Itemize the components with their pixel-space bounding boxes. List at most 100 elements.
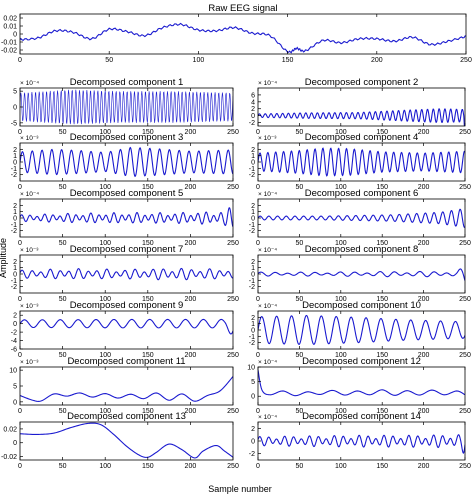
y-tick-label: 0 (13, 321, 17, 328)
y-tick-label: 0 (251, 113, 255, 120)
x-tick-label: 150 (376, 408, 388, 415)
y-tick-label: 0 (251, 272, 255, 279)
x-tick-label: 200 (185, 240, 197, 247)
y-tick-label: 0 (13, 160, 17, 167)
y-tick-label: -2 (249, 172, 255, 179)
chart-exponent-label: × 10⁻⁴ (258, 414, 277, 421)
x-tick-label: 50 (59, 408, 67, 415)
x-tick-label: 100 (335, 463, 347, 470)
x-tick-label: 0 (256, 463, 260, 470)
y-tick-label: 10 (9, 368, 17, 375)
y-tick-label: 0 (13, 105, 17, 112)
x-tick-label: 150 (376, 240, 388, 247)
x-tick-label: 50 (59, 129, 67, 136)
y-tick-label: 0 (13, 399, 17, 406)
x-tick-label: 250 (459, 463, 471, 470)
y-tick-label: -2 (11, 172, 17, 179)
x-tick-label: 0 (256, 129, 260, 136)
y-tick-label: 0 (251, 216, 255, 223)
y-tick-label: 1 (13, 265, 17, 272)
chart-title: Decomposed component 4 (305, 132, 419, 143)
y-tick-label: 0 (13, 216, 17, 223)
chart-c9: Decomposed component 9× 10⁻³20-2-4-60 50 1… (11, 300, 239, 359)
x-tick-label: 250 (459, 240, 471, 247)
y-tick-label: -6 (11, 347, 17, 354)
x-tick-label: 0 (18, 296, 22, 303)
x-tick-label: 0 (18, 408, 22, 415)
chart-title: Decomposed component 2 (305, 77, 419, 88)
chart-title: Raw EEG signal (208, 3, 277, 14)
y-tick-label: -1 (249, 278, 255, 285)
x-tick-label: 150 (142, 184, 154, 191)
chart-title: Decomposed component 10 (302, 300, 421, 311)
y-tick-label: -1 (11, 166, 17, 173)
x-tick-label: 100 (335, 296, 347, 303)
y-tick-label: 1 (13, 153, 17, 160)
x-tick-label: 0 (256, 408, 260, 415)
plot-frame (19, 254, 234, 294)
x-tick-label: 50 (296, 352, 304, 359)
y-tick-label: -2 (249, 451, 255, 458)
series-line (258, 369, 465, 397)
x-tick-label: 250 (227, 129, 239, 136)
x-tick-label: 50 (59, 463, 67, 470)
chart-c14: Decomposed component 14× 10⁻⁴20-20 50 100 1… (249, 411, 471, 470)
x-tick-label: 100 (335, 240, 347, 247)
y-tick-label: 2 (13, 203, 17, 210)
x-tick-label: 200 (185, 184, 197, 191)
x-tick-label: 100 (335, 408, 347, 415)
x-tick-label: 0 (18, 184, 22, 191)
y-tick-label: -1 (11, 278, 17, 285)
x-tick-label: 200 (185, 463, 197, 470)
y-tick-label: 0 (13, 32, 17, 39)
y-tick-label: 5 (251, 379, 255, 386)
x-tick-label: 150 (142, 408, 154, 415)
chart-title: Decomposed component 11 (67, 356, 185, 367)
x-tick-label: 250 (459, 352, 471, 359)
x-tick-label: 250 (227, 352, 239, 359)
series-line (258, 208, 465, 229)
chart-exponent-label: × 10⁻⁴ (258, 359, 277, 366)
y-tick-label: -1 (249, 222, 255, 229)
series-line (258, 314, 465, 345)
series-line (20, 89, 233, 125)
y-tick-label: -2 (11, 228, 17, 235)
figure-xlabel: Sample number (208, 484, 272, 494)
x-tick-label: 50 (296, 463, 304, 470)
x-tick-label: 50 (296, 240, 304, 247)
plot-frame (257, 366, 466, 406)
y-tick-label: 2 (251, 203, 255, 210)
series-line (258, 268, 465, 281)
x-tick-label: 200 (418, 352, 430, 359)
x-tick-label: 200 (418, 129, 430, 136)
x-tick-label: 150 (142, 352, 154, 359)
y-tick-label: 1 (13, 209, 17, 216)
x-tick-label: 200 (185, 296, 197, 303)
x-tick-label: 200 (371, 57, 383, 64)
x-tick-label: 250 (227, 408, 239, 415)
series-line (20, 146, 233, 178)
y-tick-label: 0 (13, 440, 17, 447)
x-tick-label: 150 (142, 240, 154, 247)
figure-ylabel: Amplitude (0, 238, 8, 278)
y-tick-label: 2 (251, 315, 255, 322)
x-tick-label: 100 (99, 129, 111, 136)
chart-c1: Decomposed component 1× 10⁻⁴50-50 50 100 15… (11, 77, 239, 136)
series-line (258, 147, 465, 177)
x-tick-label: 100 (99, 296, 111, 303)
chart-title: Decomposed component 7 (70, 244, 184, 255)
y-tick-label: -0.01 (1, 40, 17, 47)
x-tick-label: 0 (18, 57, 22, 64)
x-tick-label: 100 (99, 408, 111, 415)
y-tick-label: 2 (251, 426, 255, 433)
y-tick-label: 1 (251, 265, 255, 272)
y-tick-label: 2 (251, 106, 255, 113)
x-tick-label: 250 (227, 296, 239, 303)
